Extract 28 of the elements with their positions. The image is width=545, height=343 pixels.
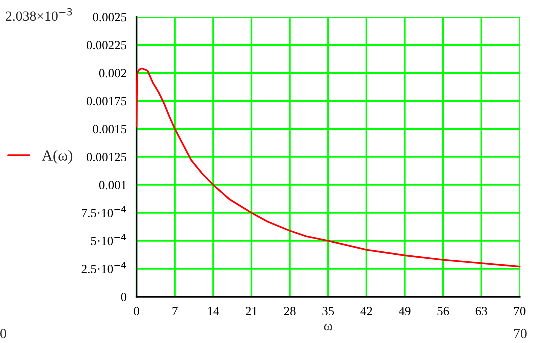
- x-axis-title: ω: [324, 324, 332, 331]
- x-tick-label: 14: [208, 307, 220, 316]
- x-tick-label: 42: [360, 307, 372, 316]
- x-tick-label: 35: [322, 307, 334, 316]
- legend-label: A(ω): [42, 150, 73, 164]
- x-tick-label: 28: [284, 307, 296, 316]
- x-tick-label: 0: [134, 307, 140, 316]
- text: 70: [514, 329, 527, 338]
- y-tick-label: 0.0015: [93, 125, 127, 134]
- y-tick-label: 7.5·10$^{−4}$: [82, 206, 126, 218]
- line-series: [136, 68, 521, 268]
- text: 2.038×10$^{−3}$: [6, 8, 72, 22]
- y-tick-label: 5·10$^{−4}$: [91, 234, 126, 246]
- y-tick-label: 2.5·10$^{−4}$: [82, 262, 126, 274]
- y-tick-label: 0.0025: [93, 13, 127, 22]
- x-tick-label: 49: [398, 307, 411, 316]
- y-tick-label: 0.00175: [86, 97, 127, 106]
- y-tick-label: 0.002: [99, 69, 126, 78]
- x-tick-label: 56: [438, 307, 450, 316]
- y-tick-label: 0.00125: [86, 153, 127, 162]
- x-tick-label: 70: [514, 307, 526, 316]
- text: 0: [0, 329, 6, 338]
- x-tick-label: 63: [476, 307, 488, 316]
- y-tick-label: 0: [121, 293, 127, 302]
- x-tick-label: 21: [246, 307, 258, 316]
- x-tick-label: 7: [172, 307, 178, 316]
- y-tick-label: 0.00225: [86, 41, 127, 50]
- y-tick-label: 0.001: [99, 181, 126, 190]
